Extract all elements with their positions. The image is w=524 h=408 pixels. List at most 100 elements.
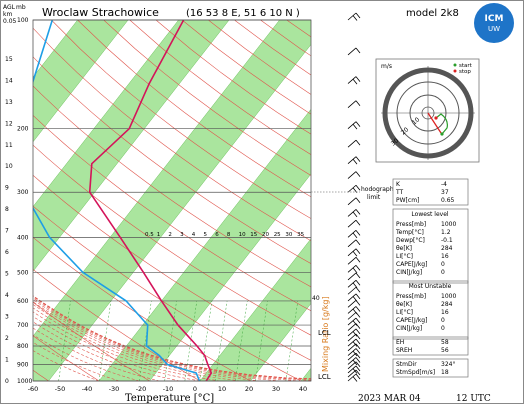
index-key: StmSpd[m/s] bbox=[396, 369, 435, 376]
index-value: -0.1 bbox=[441, 237, 453, 244]
right-40: 40 bbox=[312, 295, 320, 302]
index-value: 0 bbox=[441, 261, 445, 268]
km-tick-label: 12 bbox=[5, 120, 13, 127]
hodograph-label: hodograph bbox=[361, 186, 394, 193]
temperature-tick-label: 20 bbox=[245, 385, 253, 393]
index-key: CIN[J/kg] bbox=[396, 325, 422, 332]
mb-tick-label: 600 bbox=[17, 298, 29, 305]
mb-tick-label: 100 bbox=[17, 17, 29, 24]
mixing-ratio-tick-label: 6 bbox=[215, 232, 219, 238]
index-key: Dewp[°C] bbox=[396, 237, 425, 244]
left-top-value: 0.05 bbox=[3, 18, 17, 25]
most-unstable-title: Most Unstable bbox=[409, 283, 452, 290]
index-value: 284 bbox=[441, 301, 453, 308]
mb-tick-label: 700 bbox=[17, 322, 29, 329]
km-tick-label: 9 bbox=[5, 185, 9, 192]
mixing-ratio-tick-label: 35 bbox=[297, 232, 304, 238]
unit-km: km bbox=[3, 11, 12, 18]
temperature-tick-label: -50 bbox=[55, 385, 66, 393]
temperature-tick-label: 10 bbox=[218, 385, 226, 393]
km-tick-label: 2 bbox=[5, 335, 9, 342]
temperature-tick-label: -60 bbox=[28, 385, 39, 393]
km-tick-label: 13 bbox=[5, 99, 13, 106]
temperature-tick-label: -30 bbox=[109, 385, 120, 393]
km-tick-label: 8 bbox=[5, 206, 9, 213]
mb-tick-label: 400 bbox=[17, 234, 29, 241]
index-key: θe[K] bbox=[396, 301, 412, 308]
mixing-ratio-tick-label: 20 bbox=[262, 232, 269, 238]
footer-date: 2023 MAR 04 bbox=[358, 394, 421, 404]
unit-agl: AGL bbox=[3, 4, 16, 11]
hodograph-units: m/s bbox=[381, 63, 392, 70]
km-tick-label: 0 bbox=[5, 378, 9, 385]
logo-icon: ICM UW bbox=[474, 3, 514, 43]
index-key: SREH bbox=[396, 347, 412, 354]
temperature-tick-label: -20 bbox=[136, 385, 147, 393]
stop-marker-icon bbox=[454, 70, 457, 73]
km-tick-label: 7 bbox=[5, 228, 9, 235]
hodograph-stop-point bbox=[434, 116, 437, 119]
index-key: θe[K] bbox=[396, 245, 412, 252]
index-value: 1000 bbox=[441, 293, 456, 300]
mixing-ratio-tick-label: 5 bbox=[204, 232, 208, 238]
km-tick-label: 15 bbox=[5, 56, 13, 63]
index-key: LI[°C] bbox=[396, 253, 413, 260]
mb-tick-label: 900 bbox=[17, 361, 29, 368]
hodograph-start-point bbox=[440, 132, 443, 135]
index-value: 0 bbox=[441, 269, 445, 276]
temperature-tick-label: 30 bbox=[272, 385, 280, 393]
index-key: EH bbox=[396, 339, 404, 346]
km-tick-label: 10 bbox=[5, 163, 13, 170]
lcl-label-upper: LCL bbox=[318, 329, 331, 337]
index-key: Temp[°C] bbox=[395, 229, 424, 236]
index-value: -4 bbox=[441, 181, 447, 188]
mb-tick-label: 800 bbox=[17, 343, 29, 350]
mixing-ratio-tick-label: 1 bbox=[157, 232, 161, 238]
mb-tick-label: 300 bbox=[17, 189, 29, 196]
mb-tick-label: 500 bbox=[17, 269, 29, 276]
index-value: 284 bbox=[441, 245, 453, 252]
hodograph-legend-stop: stop bbox=[459, 69, 471, 75]
header-coords: (16 53 8 E, 51 6 10 N ) bbox=[186, 8, 300, 19]
start-marker-icon bbox=[454, 64, 457, 67]
index-value: 58 bbox=[441, 339, 449, 346]
index-value: 0 bbox=[441, 317, 445, 324]
index-key: CIN[J/kg] bbox=[396, 269, 422, 276]
mixing-ratio-tick-label: 0.5 bbox=[145, 232, 154, 238]
index-key: TT bbox=[395, 189, 404, 196]
index-value: 37 bbox=[441, 189, 449, 196]
x-axis-label: Temperature [°C] bbox=[125, 393, 214, 404]
index-key: Press[mb] bbox=[396, 221, 426, 228]
lowest-level-title: Lowest level bbox=[411, 211, 448, 218]
temperature-tick-label: -10 bbox=[163, 385, 174, 393]
hodograph-panel: m/s start stop 10 20 30 bbox=[376, 59, 479, 162]
svg-text:ICM: ICM bbox=[485, 14, 504, 24]
index-key: Press[mb] bbox=[396, 293, 426, 300]
index-key: LI[°C] bbox=[396, 309, 413, 316]
km-tick-label: 5 bbox=[5, 271, 9, 278]
index-key: StmDir bbox=[396, 361, 417, 368]
index-value: 18 bbox=[441, 369, 449, 376]
index-value: 1.2 bbox=[441, 229, 451, 236]
lcl-label-lower: LCL bbox=[318, 373, 331, 381]
mb-tick-label: 1000 bbox=[17, 378, 32, 385]
mixing-ratio-tick-label: 30 bbox=[285, 232, 292, 238]
index-value: 16 bbox=[441, 253, 449, 260]
temperature-tick-label: 0 bbox=[193, 385, 197, 393]
svg-text:UW: UW bbox=[488, 25, 500, 33]
km-tick-label: 6 bbox=[5, 249, 9, 256]
temperature-tick-label: -40 bbox=[82, 385, 93, 393]
index-value: 56 bbox=[441, 347, 449, 354]
index-key: CAPE[J/kg] bbox=[396, 317, 427, 324]
hodograph-limit-label: limit bbox=[367, 194, 381, 201]
km-tick-label: 14 bbox=[5, 77, 13, 84]
temperature-tick-label: 40 bbox=[299, 385, 307, 393]
mixing-ratio-tick-label: 3 bbox=[180, 232, 184, 238]
km-tick-label: 3 bbox=[5, 314, 9, 321]
mixing-ratio-tick-label: 4 bbox=[192, 232, 196, 238]
index-value: 1000 bbox=[441, 221, 456, 228]
unit-mb: mb bbox=[16, 4, 26, 11]
mb-tick-label: 200 bbox=[17, 126, 29, 133]
footer-time: 12 UTC bbox=[456, 394, 491, 404]
